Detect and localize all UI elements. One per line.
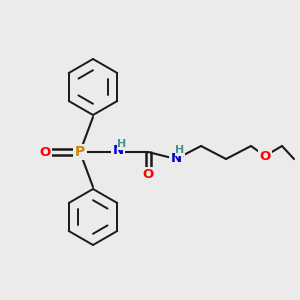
Text: H: H bbox=[117, 139, 127, 149]
Text: N: N bbox=[112, 145, 124, 158]
Text: H: H bbox=[176, 145, 184, 155]
Text: N: N bbox=[170, 152, 182, 164]
Text: O: O bbox=[39, 146, 51, 158]
Text: P: P bbox=[75, 145, 85, 159]
Text: O: O bbox=[142, 169, 154, 182]
Text: O: O bbox=[260, 151, 271, 164]
